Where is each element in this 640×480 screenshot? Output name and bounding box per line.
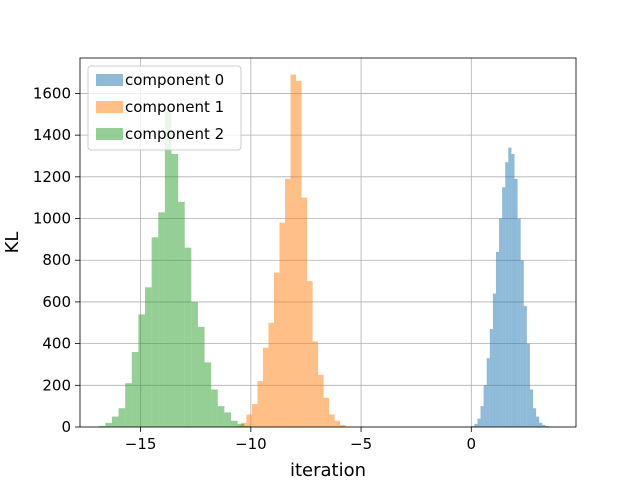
y-tick-label: 1600 — [33, 84, 71, 102]
y-tick-label: 600 — [42, 293, 71, 311]
y-tick-label: 0 — [61, 418, 71, 436]
histogram-bar — [474, 423, 478, 427]
histogram-bar — [529, 389, 534, 427]
histogram-bar — [340, 424, 346, 427]
histogram-bar — [105, 422, 112, 427]
histogram-bar — [191, 301, 198, 427]
histogram-bar — [492, 293, 496, 427]
y-axis-label: KL — [2, 232, 23, 254]
histogram-bar — [178, 201, 185, 427]
histogram-bar — [517, 218, 521, 427]
histogram-bar — [164, 112, 172, 427]
y-axis-ticks: 0 200 400 600 800 1000 1200 1400 1600 — [33, 84, 80, 436]
histogram-bar — [545, 425, 549, 427]
histogram-bar — [296, 80, 302, 428]
histogram-bar — [483, 385, 487, 427]
plot-frame — [79, 57, 577, 428]
histogram-bar — [131, 351, 139, 427]
histogram-bar — [285, 178, 291, 427]
histogram-bar — [244, 425, 251, 427]
histogram-bar — [489, 329, 493, 427]
histogram-bar — [268, 322, 274, 427]
x-tick-label: 0 — [467, 435, 477, 453]
y-tick-label: 1200 — [33, 168, 71, 186]
legend-swatch — [96, 128, 123, 140]
histogram-bar — [502, 187, 506, 427]
legend-label: component 1 — [125, 98, 224, 116]
histogram-bar — [301, 197, 308, 427]
histogram-bar — [539, 422, 543, 427]
histogram-bar — [307, 281, 313, 427]
histogram-bar — [318, 374, 324, 427]
histogram-bar — [508, 147, 512, 427]
legend: component 0 component 1 component 2 — [87, 65, 242, 151]
histogram-bar — [197, 326, 205, 427]
histogram-bar — [237, 423, 245, 427]
x-axis-ticks: −15 −10 −5 0 — [125, 427, 476, 453]
histogram-bar — [526, 343, 530, 427]
series-0 — [471, 147, 552, 427]
histogram-bar — [138, 314, 146, 427]
histogram-bar — [279, 222, 286, 427]
x-tick-label: −10 — [235, 435, 267, 453]
histogram-bar — [480, 406, 484, 427]
histogram-bar — [329, 414, 335, 427]
histogram-bar — [98, 425, 106, 427]
histogram-bar — [118, 408, 126, 427]
histogram-bar — [511, 153, 515, 427]
y-tick-label: 200 — [42, 376, 71, 394]
y-tick-label: 800 — [42, 251, 71, 269]
histogram-bar — [536, 416, 540, 427]
histogram-bar — [211, 389, 218, 427]
histogram-bar — [533, 408, 537, 427]
histogram-bar — [273, 272, 280, 427]
histogram-bar — [246, 414, 252, 427]
histogram-bar — [204, 362, 212, 427]
legend-swatch — [96, 101, 123, 113]
histogram-bars — [98, 74, 552, 428]
histogram-bar — [471, 425, 475, 427]
histogram-bar — [514, 178, 518, 427]
histogram-bar — [323, 397, 330, 427]
histogram-bar — [290, 74, 297, 427]
x-tick-label: −5 — [350, 435, 372, 453]
histogram-bar — [523, 306, 527, 427]
legend-label: component 2 — [125, 125, 224, 143]
histogram-bar — [499, 218, 503, 427]
histogram-bar — [224, 412, 232, 427]
y-tick-label: 1400 — [33, 126, 71, 144]
histogram-bar — [231, 420, 238, 427]
legend-swatch — [96, 74, 123, 86]
histogram-bar — [158, 212, 165, 427]
histogram-bar — [145, 287, 152, 427]
x-tick-label: −15 — [125, 435, 157, 453]
legend-box — [87, 65, 242, 151]
series-1 — [235, 74, 346, 428]
histogram-bar — [171, 153, 179, 427]
histogram-bar — [217, 406, 225, 427]
histogram-bar — [542, 424, 546, 427]
y-tick-label: 400 — [42, 335, 71, 353]
histogram-bar — [334, 420, 341, 427]
histogram-bar — [505, 162, 509, 427]
histogram-bar — [312, 341, 319, 427]
histogram-bar — [125, 383, 132, 427]
histogram-bar — [111, 416, 119, 427]
legend-label: component 0 — [125, 71, 224, 89]
histogram-bar — [262, 347, 269, 427]
histogram-bar — [495, 251, 500, 427]
x-axis-label: iteration — [290, 460, 366, 480]
histogram-bar — [184, 247, 192, 427]
series-2 — [98, 112, 251, 427]
histogram-bar — [486, 358, 490, 427]
histogram-bar — [520, 260, 524, 427]
y-tick-label: 1000 — [33, 210, 71, 228]
histogram-bar — [477, 418, 481, 427]
histogram-bar — [151, 237, 159, 427]
histogram-bar — [257, 381, 263, 427]
histogram-bar — [251, 404, 258, 427]
